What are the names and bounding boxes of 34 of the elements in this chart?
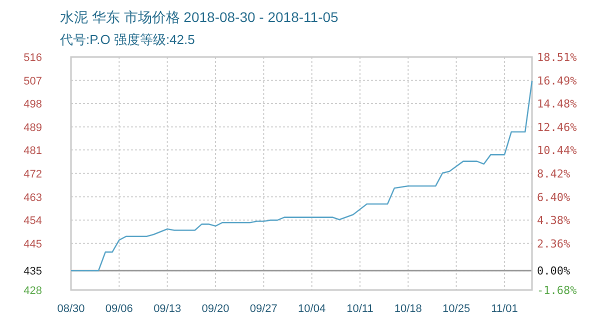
xtick: 10/11 (346, 303, 374, 315)
ytick: 472 (24, 168, 42, 180)
ytick: 435 (24, 266, 42, 278)
xtick: 09/27 (250, 303, 278, 315)
xtick: 11/01 (491, 303, 518, 315)
xtick: 09/20 (202, 303, 230, 315)
y2tick: 6.40% (537, 190, 570, 204)
y2tick: 16.49% (537, 74, 577, 88)
ytick: 516 (24, 52, 42, 64)
y2tick: 18.51% (537, 51, 577, 64)
xtick: 10/04 (298, 303, 326, 315)
ytick: 445 (24, 238, 42, 250)
ytick: 454 (24, 215, 42, 228)
xtick: 09/06 (105, 303, 133, 315)
xtick: 09/13 (154, 303, 182, 315)
y2tick: 2.36% (537, 237, 570, 250)
y2tick: 10.44% (537, 144, 577, 158)
ytick: 463 (24, 192, 42, 204)
y2tick: 8.42% (537, 167, 570, 180)
xtick: 10/25 (442, 303, 470, 315)
ytick: 481 (24, 144, 42, 157)
ytick: 498 (24, 98, 42, 110)
title: 水泥 华东 市场价格 2018-08-30 - 2018-11-05 (60, 9, 338, 25)
xtick: 08/30 (57, 303, 85, 315)
y2tick: 14.48% (537, 98, 577, 110)
y2tick: 4.38% (537, 214, 570, 228)
xtick: 10/18 (394, 303, 422, 315)
y2tick: -1.68% (537, 284, 577, 297)
ytick: 489 (24, 122, 42, 134)
y2tick: 12.46% (537, 120, 577, 134)
ytick: 507 (24, 75, 42, 88)
y2tick: 0.00% (537, 264, 570, 278)
subtitle: 代号:P.O 强度等级:42.5 (60, 32, 195, 47)
ytick: 428 (24, 285, 42, 297)
